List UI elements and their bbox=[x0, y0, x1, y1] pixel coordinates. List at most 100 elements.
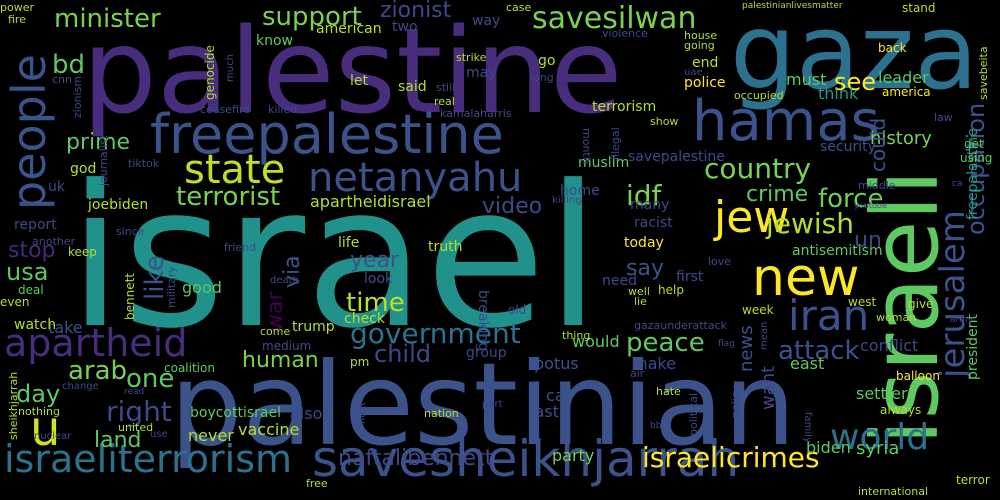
word-muslim: muslim bbox=[578, 155, 630, 171]
word-palestinianlivesmatter: palestinianlivesmatter bbox=[742, 1, 843, 11]
word-deal: deal bbox=[18, 283, 44, 297]
word-settler: settler bbox=[856, 384, 908, 403]
word-arab: arab bbox=[68, 356, 128, 386]
word-give: give bbox=[908, 297, 934, 311]
word-nation: nation bbox=[424, 407, 459, 420]
word-youtube: youtube bbox=[854, 201, 887, 210]
word-bbc: bbc bbox=[650, 421, 667, 431]
word-breaking: breaking bbox=[475, 290, 491, 352]
word-racist: racist bbox=[634, 215, 673, 231]
word-west: west bbox=[848, 295, 877, 309]
word-help: help bbox=[658, 283, 684, 297]
word-life: life bbox=[338, 235, 360, 251]
word-case: case bbox=[506, 1, 532, 14]
word-savepalestine: savepalestine bbox=[628, 149, 725, 165]
word-must: must bbox=[786, 70, 827, 89]
word-friend: friend bbox=[224, 241, 257, 254]
word-two: two bbox=[392, 19, 418, 35]
word-back: back bbox=[878, 41, 907, 55]
word-always: always bbox=[880, 403, 922, 417]
word-potus: potus bbox=[534, 354, 579, 373]
word-make: make bbox=[632, 354, 676, 373]
word-police: police bbox=[684, 75, 726, 91]
word-east: east bbox=[790, 354, 825, 373]
word-day: day bbox=[16, 380, 61, 408]
word-take: take bbox=[48, 318, 83, 337]
word-year: year bbox=[350, 248, 400, 273]
word-want: want bbox=[758, 365, 779, 410]
word-army: army bbox=[950, 315, 974, 325]
word-get: get bbox=[964, 137, 984, 151]
word-prime: prime bbox=[66, 130, 131, 155]
word-palestinian: palestinian bbox=[170, 338, 796, 471]
word-use: use bbox=[150, 429, 168, 440]
word-freepalestine: freepalestine bbox=[150, 103, 504, 166]
word-first: first bbox=[676, 269, 704, 285]
word-house: house bbox=[684, 29, 718, 42]
word-right: right bbox=[106, 395, 172, 428]
word-balloon: balloon bbox=[896, 369, 940, 383]
word-watch: watch bbox=[14, 317, 57, 333]
word-real: real bbox=[434, 95, 455, 108]
word-news: news bbox=[736, 325, 757, 372]
word-crime: crime bbox=[746, 182, 809, 207]
word-using: using bbox=[960, 151, 993, 165]
word-child: child bbox=[374, 340, 431, 368]
word-look: look bbox=[364, 271, 394, 287]
word-report: report bbox=[14, 217, 57, 233]
word-journalist: journalist bbox=[97, 135, 110, 186]
word-jewish: jewish bbox=[766, 207, 855, 240]
word-flag: flag bbox=[718, 339, 735, 349]
word-need: need bbox=[602, 273, 637, 289]
word-peace: peace bbox=[626, 328, 705, 358]
word-ca: ca bbox=[952, 179, 963, 189]
word-lie: lie bbox=[634, 295, 647, 308]
word-going: going bbox=[684, 39, 715, 52]
word-international: international bbox=[858, 485, 929, 498]
word-savebeita: savebeita bbox=[977, 46, 990, 100]
word-many: many bbox=[630, 197, 670, 213]
word-force: force bbox=[818, 184, 884, 214]
word-stop: stop bbox=[8, 238, 56, 263]
word-part: part bbox=[482, 399, 503, 410]
word-let: let bbox=[350, 73, 368, 89]
word-see: see bbox=[834, 68, 877, 96]
word-love: love bbox=[708, 255, 732, 268]
word-home: home bbox=[560, 183, 600, 199]
word-state: state bbox=[184, 147, 286, 193]
word-medium: medium bbox=[262, 339, 312, 353]
word-new: new bbox=[752, 248, 860, 308]
word-end: end bbox=[692, 55, 719, 71]
word-also: also bbox=[290, 404, 323, 423]
word-idf: idf bbox=[626, 179, 662, 212]
word-american: american bbox=[316, 21, 382, 37]
word-mean: mean bbox=[759, 321, 770, 350]
word-minister: minister bbox=[54, 4, 161, 34]
word-un: un bbox=[854, 228, 882, 253]
word-vaccine: vaccine bbox=[238, 420, 300, 439]
word-death: death bbox=[270, 275, 299, 286]
word-occupied: occupied bbox=[734, 89, 784, 102]
word-would: would bbox=[572, 332, 620, 351]
word-ceasefire: ceasefire bbox=[200, 103, 251, 116]
word-long: long bbox=[530, 71, 554, 84]
word-israeliterrorism: israeliterrorism bbox=[4, 437, 293, 481]
word-genocide: genocide bbox=[203, 45, 217, 100]
word-zionist: zionist bbox=[380, 0, 452, 23]
word-joebiden: joebiden bbox=[88, 197, 149, 213]
word-america: america bbox=[882, 85, 931, 99]
word-gaza: gaza bbox=[730, 0, 979, 113]
word-apartheidisrael: apartheidisrael bbox=[310, 192, 431, 211]
word-said: said bbox=[398, 79, 427, 95]
word-another: another bbox=[32, 235, 76, 248]
word-nuclear: nuclear bbox=[34, 431, 72, 442]
word-gazaunderattack: gazaunderattack bbox=[634, 319, 727, 332]
word-boycottisrael: boycottisrael bbox=[190, 405, 281, 421]
word-pm: pm bbox=[350, 355, 370, 369]
word-keep: keep bbox=[68, 245, 97, 259]
word-syria: syria bbox=[856, 438, 900, 459]
word-kamalaharris: kamalaharris bbox=[440, 107, 512, 120]
word-last: last bbox=[530, 402, 559, 421]
word-terror: terror bbox=[956, 473, 990, 487]
word-thing: thing bbox=[562, 329, 591, 342]
